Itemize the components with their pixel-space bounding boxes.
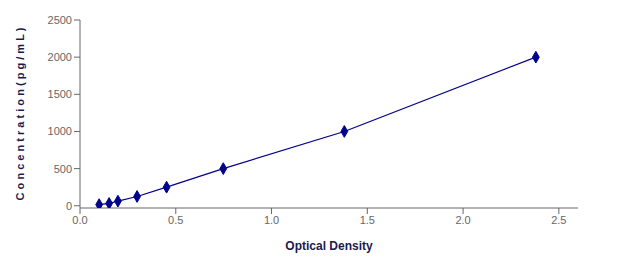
svg-text:1.5: 1.5 [360, 214, 375, 226]
svg-text:0.5: 0.5 [168, 214, 183, 226]
svg-text:0: 0 [66, 200, 72, 212]
svg-text:500: 500 [54, 163, 72, 175]
svg-text:0.0: 0.0 [72, 214, 87, 226]
svg-text:1.0: 1.0 [264, 214, 279, 226]
svg-text:Optical Density: Optical Density [285, 239, 373, 253]
svg-text:1500: 1500 [48, 88, 72, 100]
svg-text:C o n c e n t r a t i o n ( p: C o n c e n t r a t i o n ( p g / m L ) [14, 27, 26, 200]
svg-text:2500: 2500 [48, 14, 72, 26]
svg-text:1000: 1000 [48, 125, 72, 137]
svg-text:2.5: 2.5 [551, 214, 566, 226]
svg-text:2.0: 2.0 [455, 214, 470, 226]
svg-text:2000: 2000 [48, 51, 72, 63]
